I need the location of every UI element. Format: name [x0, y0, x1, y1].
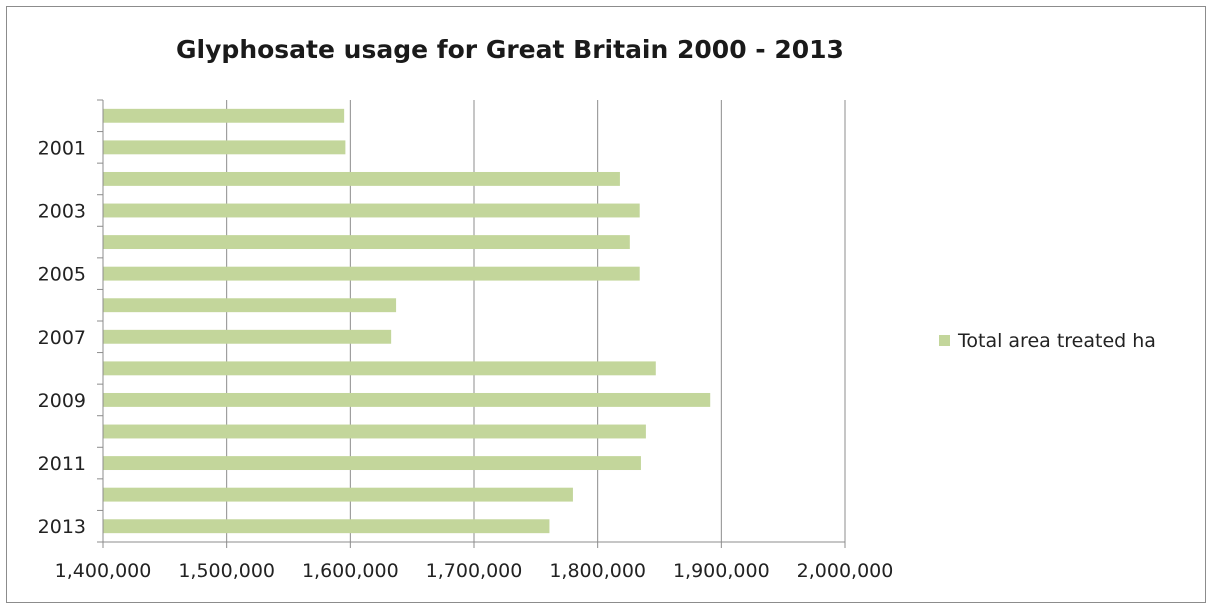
x-tick-label: 1,700,000	[426, 560, 523, 582]
bars	[103, 108, 711, 534]
chart-frame: Glyphosate usage for Great Britain 2000 …	[6, 6, 1206, 603]
y-tick-label: 2001	[38, 137, 86, 159]
x-tick-label: 1,600,000	[302, 560, 399, 582]
bar-2005	[103, 266, 640, 281]
bar-2011	[103, 456, 641, 471]
chart-title: Glyphosate usage for Great Britain 2000 …	[176, 35, 844, 64]
bar-2009	[103, 392, 711, 407]
y-tick-label: 2007	[38, 327, 86, 349]
bar-2010	[103, 424, 646, 439]
bar-2013	[103, 519, 550, 534]
bar-2006	[103, 298, 397, 313]
y-tick-label: 2003	[38, 201, 86, 223]
legend: Total area treated ha	[939, 330, 1156, 352]
legend-swatch	[939, 335, 950, 346]
x-tick-label: 2,000,000	[797, 560, 894, 582]
bar-2012	[103, 487, 573, 502]
bar-chart: Glyphosate usage for Great Britain 2000 …	[38, 35, 1156, 582]
bar-2008	[103, 361, 656, 376]
bar-2002	[103, 171, 620, 186]
y-tick-labels: 2001 2003 2005 2007 2009 2011 2013	[38, 137, 86, 538]
bar-2001	[103, 140, 346, 155]
legend-label: Total area treated ha	[957, 330, 1156, 352]
bar-2004	[103, 235, 630, 250]
x-tick-label: 1,900,000	[673, 560, 770, 582]
y-tick-label: 2011	[38, 453, 86, 475]
y-tick-label: 2005	[38, 264, 86, 286]
y-tick-label: 2013	[38, 516, 86, 538]
x-tick-label: 1,400,000	[55, 560, 152, 582]
y-tick-label: 2009	[38, 390, 86, 412]
gridlines	[226, 100, 846, 542]
x-tick-label: 1,500,000	[178, 560, 275, 582]
bar-2007	[103, 329, 392, 344]
bar-2003	[103, 203, 640, 218]
x-tick-labels: 1,400,000 1,500,000 1,600,000 1,700,000 1,80…	[55, 560, 894, 582]
x-tick-label: 1,800,000	[549, 560, 646, 582]
axes	[97, 99, 846, 548]
bar-2000	[103, 108, 345, 123]
